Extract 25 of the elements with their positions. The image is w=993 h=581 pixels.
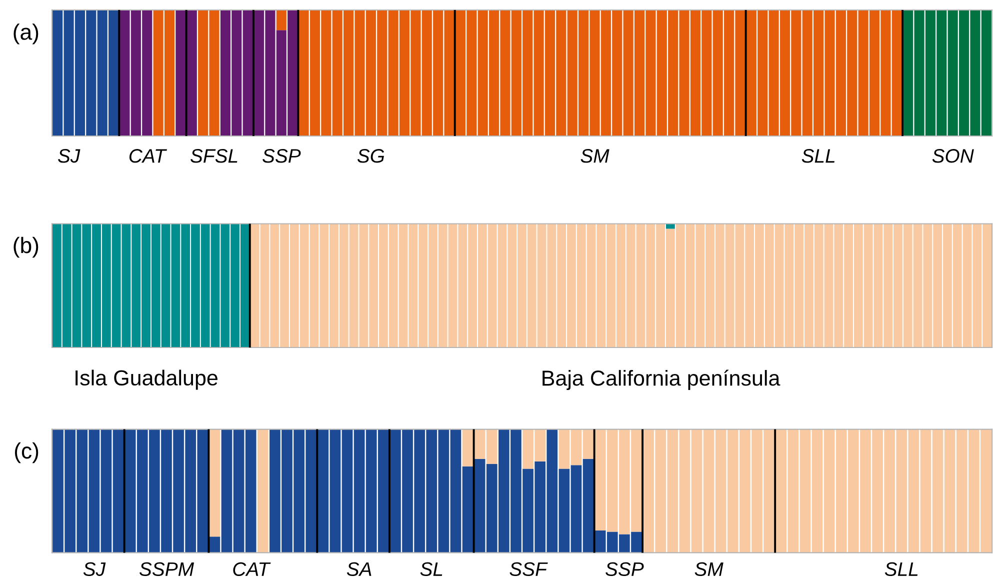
- x-tick-label: SLL: [802, 149, 834, 163]
- x-tick-label: CAT: [233, 562, 271, 576]
- x-tick-label: SSP: [606, 562, 644, 576]
- x-tick-label: SJ: [83, 562, 106, 576]
- x-tick-label: Baja California península: [542, 370, 780, 390]
- text: (c): [14, 442, 38, 464]
- bar: [257, 429, 268, 553]
- x-tick-label: SA: [346, 562, 372, 576]
- x-tick-label: SL: [420, 562, 442, 576]
- bar: [462, 429, 474, 466]
- x-tick-label: SLL: [884, 562, 918, 576]
- x-tick-label: SON: [932, 149, 974, 163]
- text: (a): [14, 24, 38, 44]
- x-tick-label: SG: [357, 149, 384, 163]
- x-tick-label: SM: [694, 562, 724, 576]
- x-tick-label: SSP: [262, 149, 301, 163]
- x-tick-label: Isla Guadalupe: [76, 370, 218, 390]
- x-tick-label: SJ: [58, 149, 80, 163]
- x-tick-label: CAT: [129, 149, 167, 163]
- x-tick-label: SM: [580, 149, 610, 163]
- bar: [209, 429, 220, 537]
- x-tick-label: SSPM: [139, 562, 194, 576]
- x-tick-label: SFSL: [190, 149, 238, 163]
- x-tick-label: SSF: [510, 562, 548, 576]
- text: (b): [14, 236, 38, 258]
